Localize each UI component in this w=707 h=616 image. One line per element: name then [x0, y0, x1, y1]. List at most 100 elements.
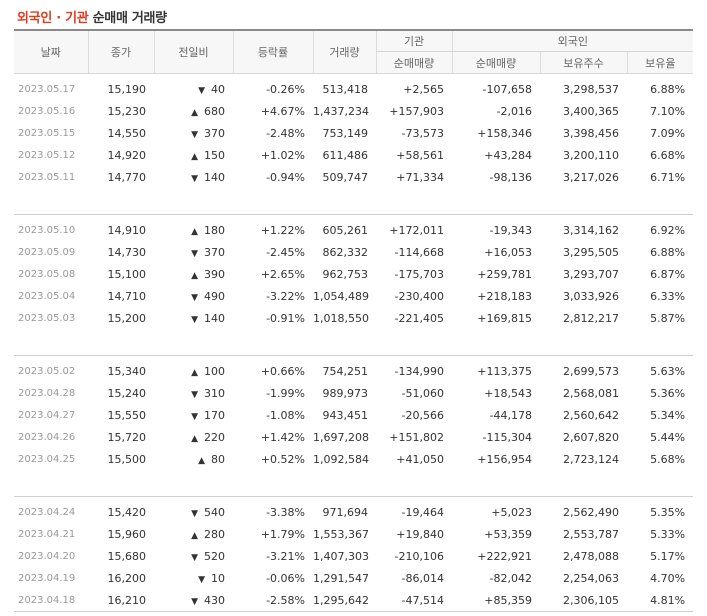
date-cell: 2023.05.17 — [14, 78, 88, 100]
triangle-down-icon: ▼ — [191, 315, 198, 325]
rate-cell: -3.21% — [233, 545, 313, 567]
close-cell: 14,910 — [88, 219, 154, 241]
foreign-net-cell: +158,346 — [452, 122, 540, 144]
date-cell: 2023.05.10 — [14, 219, 88, 241]
foreign-shares-cell: 3,033,926 — [540, 285, 627, 307]
triangle-up-icon: ▲ — [198, 456, 205, 466]
close-cell: 14,770 — [88, 166, 154, 188]
change-value: 220 — [204, 431, 225, 444]
institution-net-cell: -47,514 — [376, 589, 452, 612]
close-cell: 14,920 — [88, 144, 154, 166]
date-cell: 2023.05.09 — [14, 241, 88, 263]
date-cell: 2023.05.08 — [14, 263, 88, 285]
title-institution: 기관 — [65, 11, 88, 26]
rate-cell: -2.48% — [233, 122, 313, 144]
change-value: 100 — [204, 365, 225, 378]
header-institution-group: 기관 — [376, 30, 452, 52]
foreign-net-cell: +169,815 — [452, 307, 540, 329]
rate-cell: -1.08% — [233, 404, 313, 426]
triangle-down-icon: ▼ — [191, 293, 198, 303]
change-value: 520 — [204, 550, 225, 563]
investor-trading-table: 날짜 종가 전일비 등락률 거래량 기관 외국인 순매매량 순매매량 보유주수 … — [14, 29, 693, 616]
change-cell: ▲180 — [154, 219, 233, 241]
rate-cell: +1.42% — [233, 426, 313, 448]
change-cell: ▼ 490 — [154, 285, 233, 307]
foreign-ratio-cell: 4.81% — [627, 589, 693, 612]
foreign-ratio-cell: 5.34% — [627, 404, 693, 426]
volume-cell: 753,149 — [313, 122, 376, 144]
close-cell: 15,190 — [88, 78, 154, 100]
volume-cell: 1,295,642 — [313, 589, 376, 612]
triangle-down-icon: ▼ — [191, 174, 198, 184]
foreign-net-cell: -107,658 — [452, 78, 540, 100]
foreign-ratio-cell: 5.33% — [627, 523, 693, 545]
foreign-shares-cell: 3,295,505 — [540, 241, 627, 263]
date-cell: 2023.04.20 — [14, 545, 88, 567]
change-cell: ▲680 — [154, 100, 233, 122]
foreign-shares-cell: 2,607,820 — [540, 426, 627, 448]
change-cell: ▲390 — [154, 263, 233, 285]
close-cell: 14,730 — [88, 241, 154, 263]
institution-net-cell: +58,561 — [376, 144, 452, 166]
institution-net-cell: -20,566 — [376, 404, 452, 426]
rate-cell: +1.02% — [233, 144, 313, 166]
change-cell: ▼370 — [154, 122, 233, 144]
date-cell: 2023.04.27 — [14, 404, 88, 426]
triangle-down-icon: ▼ — [191, 553, 198, 563]
foreign-shares-cell: 2,723,124 — [540, 448, 627, 470]
triangle-down-icon: ▼ — [191, 249, 198, 259]
change-cell: ▲80 — [154, 448, 233, 470]
date-cell: 2023.04.19 — [14, 567, 88, 589]
foreign-net-cell: -2,016 — [452, 100, 540, 122]
volume-cell: 1,407,303 — [313, 545, 376, 567]
foreign-net-cell: +16,053 — [452, 241, 540, 263]
institution-net-cell: -134,990 — [376, 360, 452, 382]
foreign-ratio-cell: 5.68% — [627, 448, 693, 470]
foreign-net-cell: +259,781 — [452, 263, 540, 285]
volume-cell: 509,747 — [313, 166, 376, 188]
change-value: 490 — [204, 290, 225, 303]
volume-cell: 943,451 — [313, 404, 376, 426]
triangle-up-icon: ▲ — [191, 434, 198, 444]
close-cell: 15,200 — [88, 307, 154, 329]
foreign-net-cell: +156,954 — [452, 448, 540, 470]
title-dot: · — [52, 11, 65, 26]
triangle-up-icon: ▲ — [191, 227, 198, 237]
foreign-shares-cell: 2,568,081 — [540, 382, 627, 404]
foreign-net-cell: -82,042 — [452, 567, 540, 589]
change-value: 150 — [204, 149, 225, 162]
change-value: 370 — [204, 127, 225, 140]
volume-cell: 605,261 — [313, 219, 376, 241]
rate-cell: -1.99% — [233, 382, 313, 404]
foreign-shares-cell: 3,200,110 — [540, 144, 627, 166]
institution-net-cell: +151,802 — [376, 426, 452, 448]
header-change: 전일비 — [154, 30, 233, 74]
date-cell: 2023.05.12 — [14, 144, 88, 166]
rate-cell: -2.45% — [233, 241, 313, 263]
foreign-shares-cell: 2,553,787 — [540, 523, 627, 545]
triangle-down-icon: ▼ — [198, 86, 205, 96]
change-cell: ▲280 — [154, 523, 233, 545]
change-cell: ▲ 220 — [154, 426, 233, 448]
rate-cell: -3.38% — [233, 501, 313, 523]
foreign-net-cell: -44,178 — [452, 404, 540, 426]
triangle-down-icon: ▼ — [191, 412, 198, 422]
rate-cell: -2.58% — [233, 589, 313, 612]
date-cell: 2023.04.26 — [14, 426, 88, 448]
rate-cell: -3.22% — [233, 285, 313, 307]
institution-net-cell: -73,573 — [376, 122, 452, 144]
date-cell: 2023.04.21 — [14, 523, 88, 545]
change-cell: ▼40 — [154, 78, 233, 100]
institution-net-cell: -221,405 — [376, 307, 452, 329]
triangle-down-icon: ▼ — [191, 390, 198, 400]
